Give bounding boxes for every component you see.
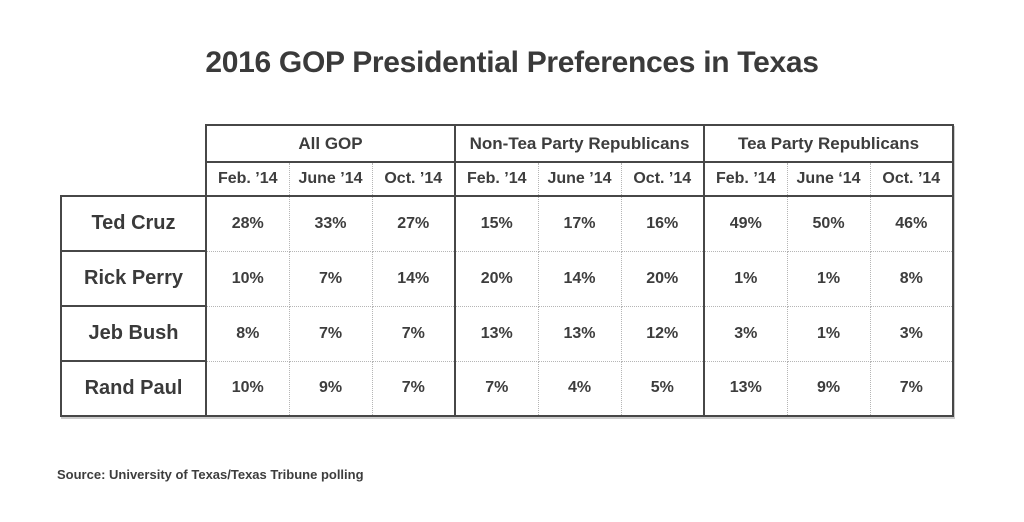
data-cell: 7%: [288, 305, 373, 362]
col-header: Feb. ’14: [454, 161, 539, 197]
data-cell: 1%: [786, 305, 871, 362]
row-label: Rick Perry: [60, 250, 207, 307]
data-cell: 27%: [371, 195, 456, 252]
data-cell: 3%: [869, 305, 955, 362]
table-row-rand-paul: Rand Paul 10% 9% 7% 7% 4% 5% 13% 9% 7%: [60, 360, 955, 417]
group-header-tea-party: Tea Party Republicans: [703, 124, 955, 163]
data-cell: 7%: [869, 360, 955, 417]
data-cell: 46%: [869, 195, 955, 252]
col-header: Oct. ’14: [869, 161, 955, 197]
table-row-ted-cruz: Ted Cruz 28% 33% 27% 15% 17% 16% 49% 50%…: [60, 195, 955, 252]
data-cell: 13%: [537, 305, 622, 362]
data-cell: 49%: [703, 195, 788, 252]
data-cell: 9%: [786, 360, 871, 417]
data-cell: 8%: [869, 250, 955, 307]
data-cell: 10%: [205, 250, 290, 307]
col-header: Oct. ’14: [371, 161, 456, 197]
col-header: June ’14: [288, 161, 373, 197]
data-cell: 20%: [620, 250, 706, 307]
col-header: Feb. ’14: [205, 161, 290, 197]
data-cell: 3%: [703, 305, 788, 362]
data-cell: 14%: [537, 250, 622, 307]
data-cell: 5%: [620, 360, 706, 417]
row-label: Jeb Bush: [60, 305, 207, 362]
data-cell: 13%: [454, 305, 539, 362]
data-cell: 20%: [454, 250, 539, 307]
poll-table: All GOP Non-Tea Party Republicans Tea Pa…: [60, 124, 955, 417]
col-header: June ’14: [537, 161, 622, 197]
corner-cell: [61, 125, 206, 162]
data-cell: 15%: [454, 195, 539, 252]
data-cell: 50%: [786, 195, 871, 252]
data-cell: 7%: [371, 360, 456, 417]
table-row-jeb-bush: Jeb Bush 8% 7% 7% 13% 13% 12% 3% 1% 3%: [60, 305, 955, 362]
group-header-all-gop: All GOP: [205, 124, 456, 163]
data-cell: 33%: [288, 195, 373, 252]
data-cell: 8%: [205, 305, 290, 362]
data-cell: 13%: [703, 360, 788, 417]
data-cell: 1%: [786, 250, 871, 307]
group-header-non-tea-party: Non-Tea Party Republicans: [453, 124, 706, 163]
data-cell: 7%: [454, 360, 539, 417]
corner-cell: [61, 162, 206, 196]
row-label: Ted Cruz: [60, 195, 207, 252]
data-cell: 17%: [537, 195, 622, 252]
column-header-row: Feb. ’14 June ’14 Oct. ’14 Feb. ’14 June…: [61, 161, 955, 197]
data-cell: 16%: [620, 195, 706, 252]
col-header: June ‘14: [786, 161, 871, 197]
data-cell: 28%: [205, 195, 290, 252]
data-cell: 1%: [703, 250, 788, 307]
page-title: 2016 GOP Presidential Preferences in Tex…: [205, 46, 819, 79]
group-header-row: All GOP Non-Tea Party Republicans Tea Pa…: [61, 124, 955, 163]
data-cell: 4%: [537, 360, 622, 417]
data-cell: 14%: [371, 250, 456, 307]
data-cell: 7%: [371, 305, 456, 362]
data-cell: 7%: [288, 250, 373, 307]
source-credit: Source: University of Texas/Texas Tribun…: [57, 467, 364, 482]
data-cell: 9%: [288, 360, 373, 417]
col-header: Oct. ’14: [620, 161, 706, 197]
col-header: Feb. ’14: [703, 161, 788, 197]
data-cell: 10%: [205, 360, 290, 417]
table-row-rick-perry: Rick Perry 10% 7% 14% 20% 14% 20% 1% 1% …: [60, 250, 955, 307]
row-label: Rand Paul: [60, 360, 207, 417]
data-cell: 12%: [620, 305, 706, 362]
